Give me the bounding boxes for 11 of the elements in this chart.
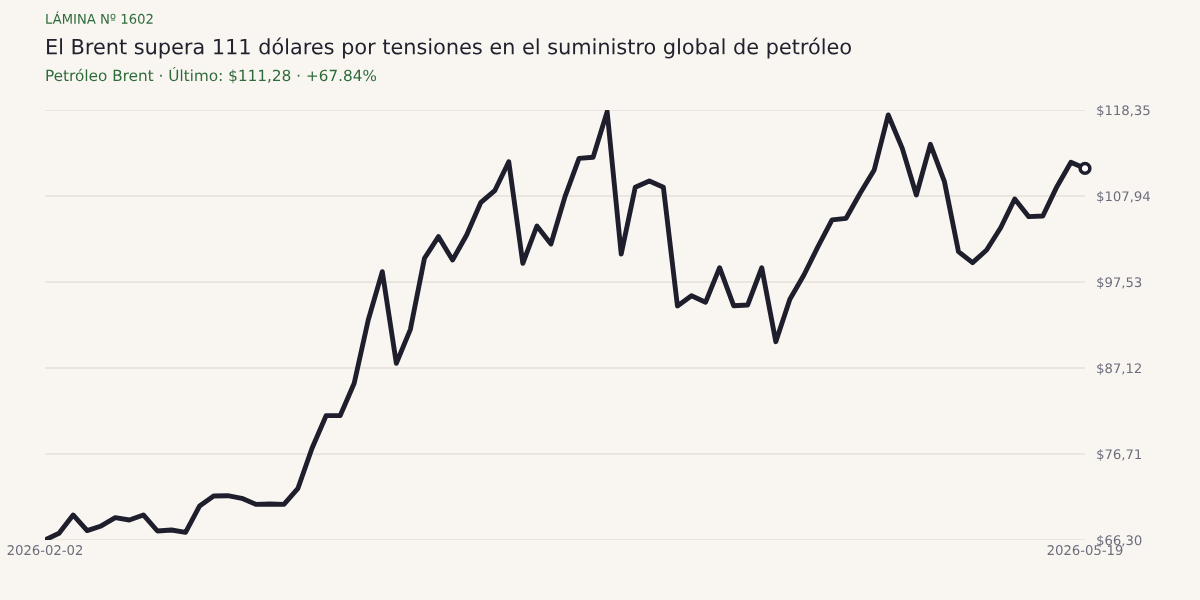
y-tick-label: $87,12: [1097, 362, 1141, 375]
x-tick-label: 2026-02-02: [7, 545, 83, 556]
x-tick-label: 2026-05-19: [1047, 545, 1123, 556]
y-tick-label: $97,53: [1097, 276, 1142, 289]
y-tick-label: $76,71: [1097, 448, 1142, 461]
y-tick-label: $107,94: [1097, 190, 1150, 203]
chart-title: El Brent supera 111 dólares por tensiones en el suministro global de petróleo: [47, 37, 851, 59]
y-tick-label: $66,30: [1097, 534, 1142, 547]
text: LÁMINA Nº 1602: [46, 11, 153, 24]
y-tick-label: $118,35: [1097, 104, 1150, 117]
chart-subtitle: Petróleo Brent · Último: $111,28 · +67.84%: [46, 66, 377, 84]
